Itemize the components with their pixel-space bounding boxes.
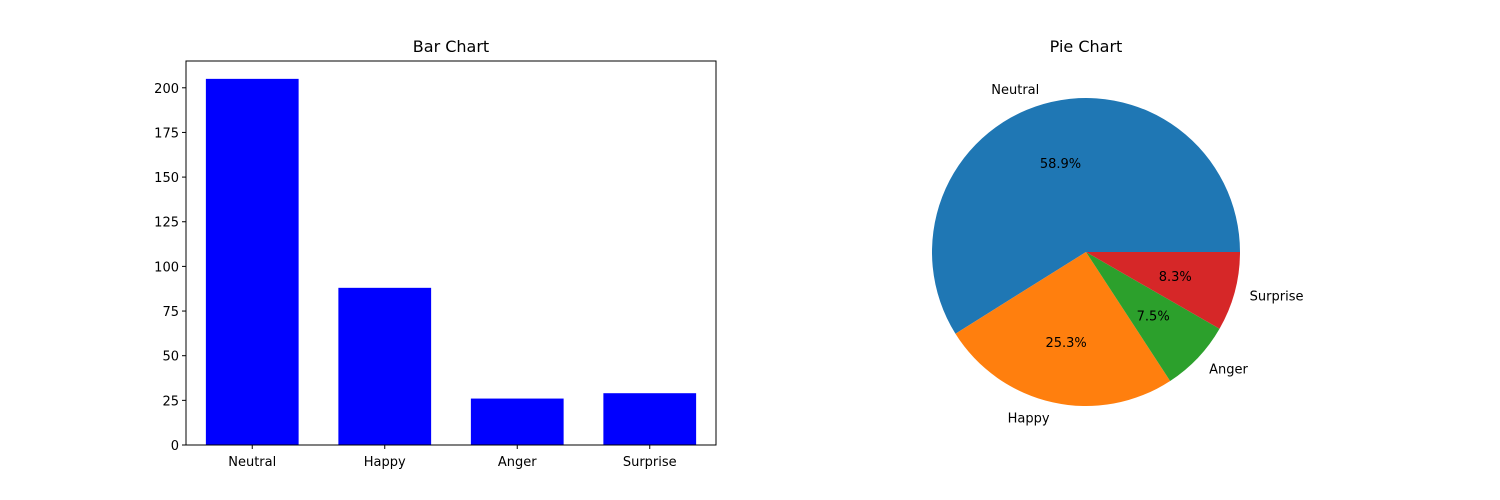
bar-happy — [338, 287, 432, 445]
pie-label-happy: Happy — [1008, 411, 1050, 426]
y-tick-label: 0 — [171, 439, 179, 454]
bar-surprise — [603, 393, 697, 445]
pie-wedge-neutral — [932, 97, 1240, 334]
pie-percent-happy: 25.3% — [1045, 336, 1086, 351]
y-tick-label: 50 — [162, 350, 179, 365]
pie-labels: Neutral 58.9% Happy 25.3% Anger 7.5% Surprise 8… — [991, 83, 1303, 426]
bar-anger — [470, 398, 564, 445]
y-tick-label: 25 — [162, 394, 179, 409]
pie-chart: Pie Chart Neutral 58.9% Happy 25.3% Anger 7.5… — [932, 37, 1304, 426]
x-tick-label: Anger — [498, 455, 537, 470]
pie-wedge-surprise — [1086, 252, 1240, 329]
bar-y-ticks: 0 25 50 75 100 125 150 175 200 — [154, 82, 186, 454]
y-tick-label: 75 — [162, 305, 179, 320]
bar-axes-frame — [185, 60, 717, 446]
pie-percent-neutral: 58.9% — [1040, 157, 1081, 172]
bar-chart-title: Bar Chart — [413, 37, 489, 56]
bar-series — [205, 78, 697, 445]
y-tick-label: 175 — [154, 126, 179, 141]
bar-neutral — [205, 78, 299, 445]
y-tick-label: 150 — [154, 171, 179, 186]
bar-chart: Bar Chart 0 25 50 75 100 125 150 175 200 Neutral… — [154, 37, 717, 470]
bar-x-ticks: Neutral Happy Anger Surprise — [228, 445, 677, 470]
x-tick-label: Neutral — [228, 455, 276, 470]
y-tick-label: 100 — [154, 260, 179, 275]
pie-wedges — [932, 97, 1240, 407]
pie-percent-surprise: 8.3% — [1159, 270, 1192, 285]
y-tick-label: 125 — [154, 216, 179, 231]
pie-wedge-anger — [1086, 252, 1220, 381]
x-tick-label: Surprise — [623, 455, 677, 470]
x-tick-label: Happy — [364, 455, 406, 470]
pie-label-surprise: Surprise — [1250, 290, 1304, 305]
pie-percent-anger: 7.5% — [1137, 309, 1170, 324]
pie-chart-title: Pie Chart — [1050, 37, 1123, 56]
pie-label-neutral: Neutral — [991, 83, 1039, 98]
pie-wedge-happy — [955, 252, 1171, 407]
pie-label-anger: Anger — [1209, 362, 1248, 377]
y-tick-label: 200 — [154, 82, 179, 97]
